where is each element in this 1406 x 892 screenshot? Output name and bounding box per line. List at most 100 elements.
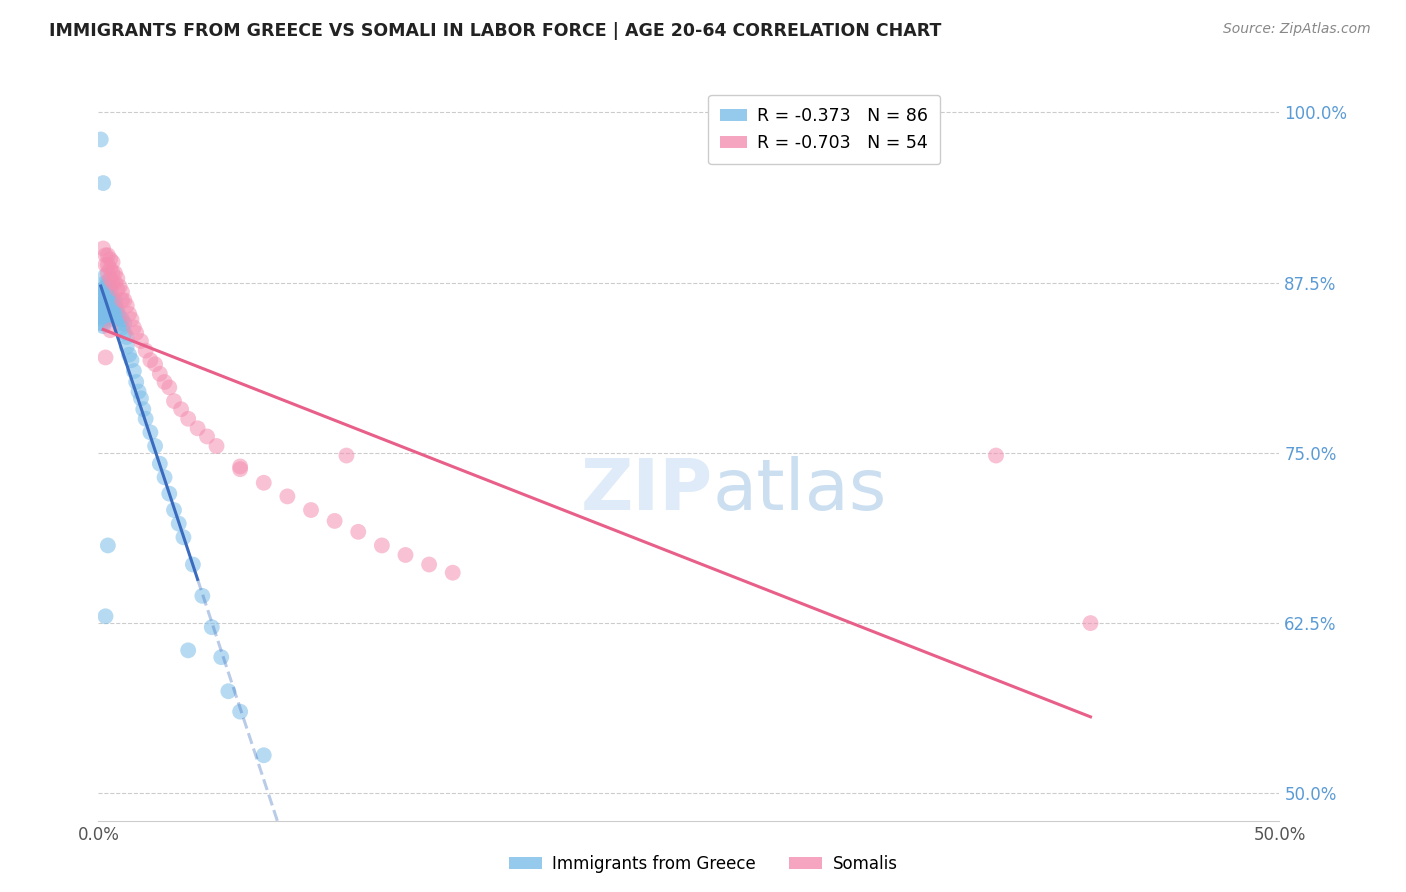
Point [177,411,200,425]
Point [105,312,128,326]
Point [101,307,124,321]
Point [98,323,121,337]
Point [91,307,114,321]
Point [177,643,200,657]
Point [229,462,252,476]
Point [94,279,117,293]
Point [98,261,121,276]
Point [323,514,346,528]
Point [205,439,228,453]
Point [94,285,117,299]
Point [187,421,209,435]
Point [97,302,120,317]
Point [91,176,114,190]
Point [143,439,166,453]
Point [347,524,370,539]
Point [94,351,117,365]
Point [108,279,131,293]
Point [101,276,124,290]
Point [91,302,114,317]
Point [111,320,134,334]
Point [112,293,135,308]
Point [253,748,276,763]
Point [94,282,117,296]
Point [101,266,124,280]
Point [97,299,120,313]
Text: ZIP: ZIP [581,457,713,525]
Point [105,307,128,321]
Point [98,299,121,313]
Point [129,392,152,406]
Point [129,334,152,348]
Point [153,470,176,484]
Point [139,425,162,440]
Point [94,289,117,303]
Point [394,548,416,562]
Point [98,282,121,296]
Point [229,705,252,719]
Point [229,459,252,474]
Point [112,317,135,331]
Point [111,285,134,299]
Point [98,252,121,267]
Point [97,538,120,552]
Point [441,566,464,580]
Legend: Immigrants from Greece, Somalis: Immigrants from Greece, Somalis [502,848,904,880]
Point [163,503,186,517]
Point [94,248,117,262]
Point [149,457,172,471]
Point [122,364,145,378]
Point [115,340,138,354]
Point [135,343,157,358]
Point [108,317,131,331]
Point [418,558,440,572]
Point [90,310,112,324]
Point [195,429,218,443]
Point [118,307,141,321]
Point [97,285,120,299]
Point [94,276,117,290]
Point [299,503,322,517]
Point [101,302,124,317]
Point [98,310,121,324]
Point [105,302,128,317]
Point [167,516,190,531]
Point [104,310,127,324]
Point [97,293,120,308]
Point [94,293,117,308]
Point [253,475,276,490]
Point [91,319,114,334]
Point [984,449,1007,463]
Point [101,293,124,308]
Point [97,279,120,293]
Point [191,589,214,603]
Point [98,293,121,308]
Point [98,302,121,317]
Point [276,490,298,504]
Point [335,449,357,463]
Point [128,384,150,399]
Point [97,248,120,262]
Point [132,402,155,417]
Point [143,357,166,371]
Point [122,320,145,334]
Point [105,271,128,285]
Point [97,266,120,280]
Point [94,299,117,313]
Text: atlas: atlas [713,457,887,525]
Point [94,310,117,324]
Point [170,402,193,417]
Point [121,353,143,368]
Point [217,684,239,698]
Point [101,255,124,269]
Point [97,276,120,290]
Point [91,299,114,313]
Point [94,268,117,283]
Legend: R = -0.373   N = 86, R = -0.703   N = 54: R = -0.373 N = 86, R = -0.703 N = 54 [709,95,941,164]
Point [111,293,134,308]
Point [91,289,114,303]
Point [209,650,232,665]
Point [94,258,117,272]
Point [104,276,127,290]
Point [118,348,141,362]
